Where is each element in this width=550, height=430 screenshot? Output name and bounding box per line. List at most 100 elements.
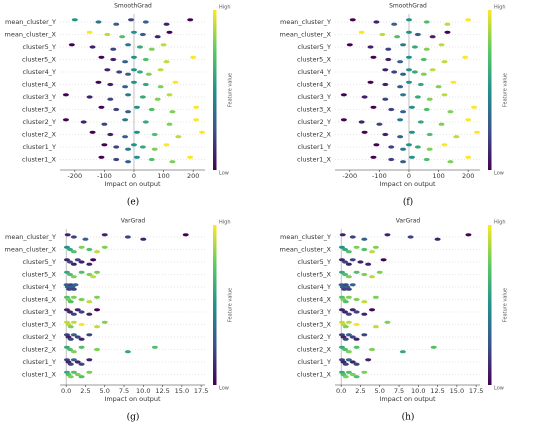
- y-tick-label: cluster1_Y: [23, 358, 56, 366]
- point: [382, 132, 389, 137]
- point: [426, 147, 433, 151]
- x-tick-label: 200: [187, 172, 199, 180]
- point: [63, 245, 70, 249]
- point: [447, 160, 454, 164]
- point: [342, 347, 349, 352]
- x-tick-label: 10.0: [411, 387, 425, 395]
- colorbar-low: Low: [219, 171, 229, 177]
- point: [113, 145, 120, 149]
- y-tick-label: cluster3_X: [22, 321, 56, 329]
- y-tick-label: cluster4_Y: [298, 283, 331, 291]
- point: [353, 245, 360, 249]
- y-tick-label: cluster5_X: [22, 271, 56, 279]
- point: [353, 345, 360, 349]
- point: [70, 370, 77, 374]
- point: [365, 358, 372, 362]
- point: [78, 310, 85, 314]
- point: [86, 300, 93, 304]
- point: [139, 145, 146, 149]
- point: [86, 30, 93, 34]
- point: [78, 245, 85, 249]
- point: [465, 155, 472, 159]
- point: [157, 85, 164, 89]
- y-tick-label: cluster2_Y: [298, 118, 331, 126]
- point: [423, 47, 430, 51]
- point: [441, 93, 448, 97]
- point: [411, 70, 418, 74]
- point: [148, 107, 155, 112]
- x-axis-label: Impact on output: [379, 180, 436, 188]
- point: [67, 272, 74, 277]
- point: [420, 57, 427, 62]
- point: [338, 245, 345, 249]
- point: [465, 18, 472, 22]
- point: [345, 320, 352, 324]
- y-tick-label: mean_cluster_X: [280, 31, 332, 39]
- point: [474, 130, 481, 134]
- y-tick-label: cluster1_X: [22, 371, 56, 379]
- x-tick-label: -100: [97, 172, 112, 180]
- point: [107, 82, 114, 87]
- point: [430, 345, 437, 349]
- point: [148, 47, 155, 51]
- point: [136, 45, 143, 49]
- x-tick-label: 100: [157, 172, 169, 180]
- point: [86, 370, 93, 374]
- y-tick-label: cluster1_X: [297, 371, 331, 379]
- x-tick-label: 0: [407, 172, 411, 180]
- point: [67, 337, 74, 341]
- point: [151, 147, 158, 151]
- y-tick-label: cluster5_Y: [298, 258, 331, 266]
- point: [397, 85, 404, 89]
- point: [136, 70, 143, 74]
- colorbar-low: Low: [494, 386, 504, 392]
- point: [369, 308, 376, 312]
- point: [130, 68, 137, 72]
- x-tick-label: 5.0: [375, 387, 385, 395]
- point: [342, 325, 349, 329]
- point: [339, 233, 346, 237]
- point: [453, 135, 460, 139]
- point: [67, 310, 74, 314]
- point: [342, 310, 349, 314]
- point: [408, 105, 415, 109]
- point: [379, 32, 386, 37]
- y-tick-label: cluster3_Y: [23, 93, 56, 101]
- point: [345, 350, 352, 354]
- panel: VarGrad mean_cluster_Y mean_cluster_Xclust…: [280, 218, 509, 423]
- point: [373, 143, 380, 147]
- point: [86, 312, 93, 316]
- point: [345, 262, 352, 266]
- point: [74, 335, 81, 339]
- point: [169, 160, 176, 164]
- point: [405, 80, 412, 84]
- colorbar: [488, 225, 492, 385]
- point: [372, 325, 379, 329]
- point: [70, 350, 77, 354]
- point: [169, 110, 176, 114]
- point: [110, 57, 117, 62]
- caption: (e): [127, 197, 139, 208]
- point: [349, 235, 356, 239]
- point: [367, 80, 374, 84]
- point: [187, 18, 194, 22]
- y-tick-label: cluster3_X: [22, 106, 56, 114]
- point: [361, 247, 368, 252]
- point: [166, 122, 173, 126]
- point: [116, 70, 123, 74]
- x-axis-label: Impact on output: [104, 180, 161, 188]
- point: [420, 72, 427, 76]
- point: [388, 145, 395, 149]
- point: [384, 233, 391, 237]
- point: [62, 118, 69, 122]
- point: [133, 105, 140, 109]
- point: [94, 325, 101, 329]
- y-tick-label: cluster4_X: [22, 296, 56, 304]
- point: [353, 337, 360, 341]
- x-tick-label: 0: [132, 172, 136, 180]
- point: [163, 22, 170, 26]
- point: [66, 287, 73, 291]
- point: [67, 325, 74, 329]
- point: [353, 322, 360, 327]
- point: [107, 97, 114, 101]
